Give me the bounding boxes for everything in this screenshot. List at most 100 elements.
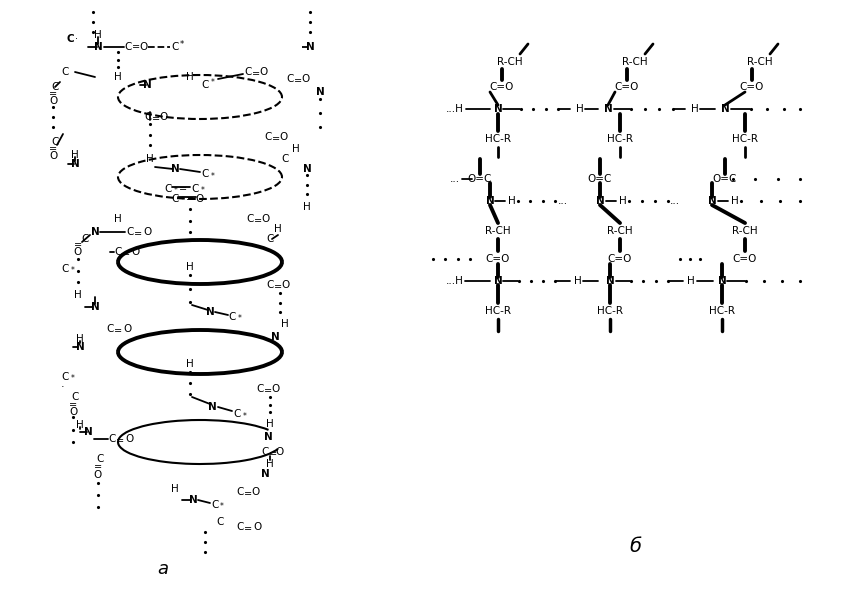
Text: =: =	[252, 69, 260, 79]
Text: N: N	[208, 402, 216, 412]
Text: O: O	[160, 112, 168, 122]
Text: C: C	[96, 454, 104, 464]
Text: а: а	[157, 560, 168, 578]
Text: HC-R: HC-R	[709, 306, 735, 316]
Text: HC-R: HC-R	[732, 134, 758, 144]
Text: H: H	[731, 196, 739, 206]
Text: H: H	[94, 30, 102, 40]
Text: =: =	[122, 249, 130, 259]
Text: R-CH: R-CH	[485, 226, 511, 236]
Text: N: N	[721, 104, 729, 114]
Text: R-CH: R-CH	[733, 226, 758, 236]
Text: N: N	[493, 276, 503, 286]
Text: ...: ...	[558, 196, 568, 206]
Text: C: C	[247, 214, 253, 224]
Text: C: C	[109, 434, 115, 444]
Text: N: N	[189, 495, 197, 505]
Text: O: O	[144, 227, 152, 237]
Text: C=O: C=O	[490, 82, 514, 92]
Text: H: H	[186, 72, 194, 82]
Text: C: C	[144, 112, 152, 122]
Text: N: N	[205, 307, 215, 317]
Text: N: N	[142, 80, 152, 90]
Text: O: O	[69, 407, 77, 417]
Text: C: C	[216, 517, 224, 527]
Text: HC-R: HC-R	[485, 306, 511, 316]
Text: =: =	[69, 400, 77, 410]
Text: C: C	[286, 74, 294, 84]
Text: C: C	[164, 184, 172, 194]
Text: H: H	[115, 72, 122, 82]
Text: C: C	[61, 264, 69, 274]
Text: ...: ...	[450, 174, 460, 184]
Text: ...H: ...H	[446, 276, 464, 286]
Text: C=O: C=O	[608, 254, 632, 264]
Text: C: C	[211, 500, 219, 510]
Text: *: *	[220, 503, 224, 512]
Text: C: C	[115, 247, 122, 257]
Text: *: *	[174, 186, 178, 195]
Text: H: H	[76, 420, 84, 430]
Text: C: C	[125, 42, 131, 52]
Text: =: =	[272, 134, 280, 144]
Text: =: =	[134, 229, 142, 239]
Text: O=C: O=C	[468, 174, 493, 184]
Text: C: C	[244, 67, 252, 77]
Text: O: O	[49, 151, 57, 161]
Text: N: N	[493, 104, 503, 114]
Text: =: =	[74, 240, 82, 250]
Text: =: =	[186, 194, 194, 204]
Text: H: H	[266, 419, 274, 429]
Text: H: H	[691, 104, 699, 114]
Text: =: =	[132, 42, 140, 52]
Text: =: =	[152, 114, 160, 124]
Text: ...: ...	[670, 196, 680, 206]
Text: =: =	[269, 449, 277, 459]
Text: H: H	[292, 144, 300, 154]
Text: C: C	[201, 169, 209, 179]
Text: N: N	[717, 276, 727, 286]
Text: C: C	[51, 82, 59, 92]
Text: H: H	[508, 196, 516, 206]
Text: C: C	[67, 34, 74, 44]
Text: H: H	[687, 276, 695, 286]
Text: ...H: ...H	[446, 104, 464, 114]
Text: N: N	[707, 196, 717, 206]
Text: =: =	[244, 489, 252, 499]
Text: C: C	[233, 409, 241, 419]
Text: O=C: O=C	[588, 174, 612, 184]
Text: C: C	[256, 384, 264, 394]
Text: H: H	[303, 202, 311, 212]
Text: =: =	[114, 326, 122, 336]
Text: H: H	[619, 196, 627, 206]
Text: H: H	[576, 104, 584, 114]
Text: O: O	[132, 247, 140, 257]
Text: N: N	[91, 227, 99, 237]
Text: N: N	[604, 104, 612, 114]
Text: *: *	[71, 266, 75, 276]
Text: N: N	[91, 302, 99, 312]
Text: N: N	[93, 42, 103, 52]
Text: *: *	[71, 375, 75, 384]
Text: C=O: C=O	[733, 254, 757, 264]
Text: C: C	[72, 392, 78, 402]
Text: O: O	[49, 96, 57, 106]
Text: N: N	[83, 427, 93, 437]
Text: H: H	[147, 154, 154, 164]
Text: C: C	[201, 80, 209, 90]
Text: O: O	[261, 214, 269, 224]
Text: R-CH: R-CH	[607, 226, 633, 236]
Text: C: C	[266, 280, 274, 290]
Text: *: *	[181, 197, 185, 206]
Text: HC-R: HC-R	[597, 306, 623, 316]
Text: =: =	[49, 144, 57, 154]
Text: H: H	[71, 150, 79, 160]
Text: O: O	[282, 280, 290, 290]
Text: N: N	[76, 342, 84, 352]
Text: N: N	[306, 42, 314, 52]
Text: C: C	[228, 312, 236, 322]
Text: H: H	[76, 334, 84, 344]
Text: N: N	[316, 87, 324, 97]
Text: C: C	[264, 132, 272, 142]
Text: C=O: C=O	[615, 82, 639, 92]
